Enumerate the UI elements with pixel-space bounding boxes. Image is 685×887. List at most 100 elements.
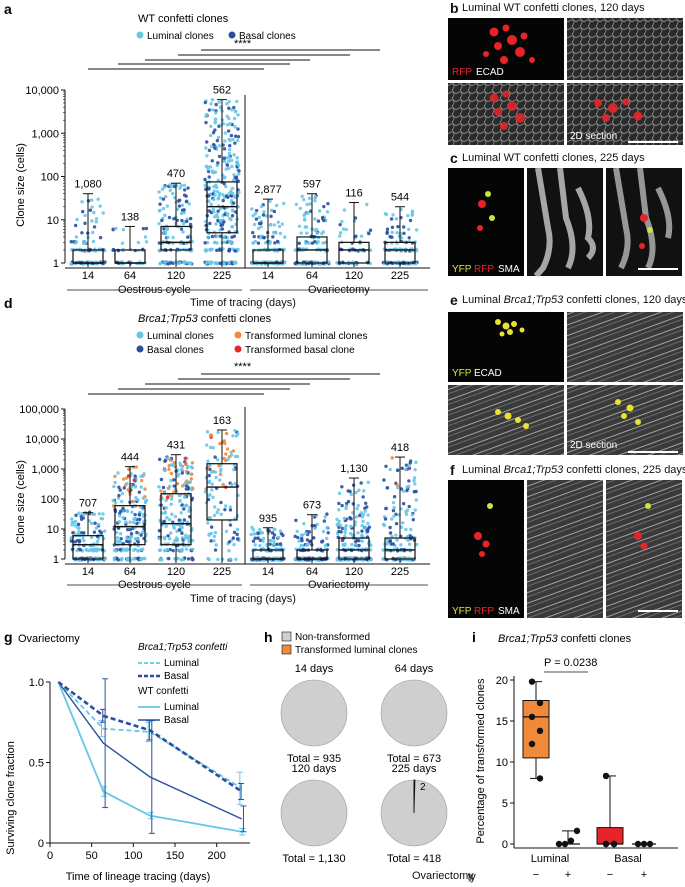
clone-point <box>227 540 232 544</box>
clone-point <box>273 241 277 245</box>
clone-point <box>168 547 172 552</box>
clone-point <box>251 214 255 218</box>
y-tick-label-g: 0.5 <box>29 758 44 770</box>
significance-stars: **** <box>234 38 252 50</box>
clone-point <box>70 517 74 521</box>
clone-point <box>212 240 217 245</box>
clone-group-3: 163 <box>203 415 241 562</box>
clone-point <box>177 493 181 498</box>
box <box>114 505 146 546</box>
clone-point <box>77 540 82 544</box>
y-tick-label: 1 <box>53 554 59 566</box>
count-label: 673 <box>303 500 321 512</box>
clone-point <box>254 217 259 221</box>
legend-d-basal: Basal clones <box>147 345 204 356</box>
pie-label: 225 days <box>392 763 437 775</box>
clone-point <box>126 488 130 492</box>
clone-point <box>102 529 107 533</box>
clone-point <box>208 133 213 138</box>
x-tick-label-g: 100 <box>124 850 142 862</box>
clone-point <box>132 478 136 482</box>
clone-point <box>132 548 136 552</box>
clone-point <box>83 221 87 226</box>
clone-point <box>366 521 370 526</box>
clone-point <box>262 235 266 240</box>
clone-point <box>259 204 264 209</box>
clone-point <box>225 447 230 451</box>
clone-point <box>204 443 209 447</box>
clone-point <box>82 531 86 535</box>
clone-point <box>227 155 231 160</box>
clone-point <box>118 488 122 492</box>
clone-point <box>179 183 183 188</box>
clone-point <box>137 512 142 517</box>
x-tick-label: 64 <box>306 566 318 578</box>
clone-point <box>233 175 237 180</box>
clone-point <box>136 240 141 245</box>
ovariectomy-label: Ovariectomy <box>468 871 476 883</box>
clone-point <box>171 191 175 196</box>
clone-point <box>406 538 410 543</box>
clone-point <box>236 163 241 167</box>
clone-point <box>360 515 365 519</box>
clone-point <box>172 478 176 482</box>
clone-point <box>259 221 263 226</box>
clone-point <box>234 557 238 562</box>
box <box>206 463 238 521</box>
y-tick-label-i: 15 <box>496 716 508 728</box>
ovx-sign: + <box>565 869 571 881</box>
clone-point <box>183 495 187 499</box>
legend-h-non-transformed-label: Non-transformed <box>295 632 370 643</box>
clone-point <box>411 517 415 522</box>
clone-point <box>305 538 310 542</box>
clone-point <box>222 456 226 461</box>
clone-point <box>179 549 183 553</box>
clone-point <box>205 140 209 144</box>
clone-point <box>368 228 373 232</box>
clone-point <box>299 533 304 537</box>
clone-point <box>169 463 174 467</box>
clone-point <box>313 199 317 203</box>
clone-point <box>119 509 123 513</box>
legend-h-transformed-label: Transformed luminal clones <box>295 645 417 656</box>
clone-point <box>365 202 369 207</box>
clone-point <box>77 511 81 515</box>
clone-point <box>237 190 241 195</box>
image-sma-f <box>527 480 603 618</box>
clone-point <box>212 534 217 539</box>
clone-point <box>395 538 399 542</box>
clone-point <box>216 178 220 182</box>
clone-point <box>221 482 225 487</box>
clone-point <box>253 543 257 547</box>
count-label: 707 <box>79 498 97 510</box>
section-label: 2D section <box>570 131 617 142</box>
pie-label: 14 days <box>295 663 334 675</box>
clone-point <box>213 548 218 552</box>
clone-point <box>203 183 207 188</box>
count-label: 597 <box>303 179 321 191</box>
clone-point <box>414 228 419 232</box>
clone-point <box>342 208 347 212</box>
clone-point <box>227 106 231 110</box>
clone-point <box>220 223 225 227</box>
pie-slice-label: 2 <box>420 782 426 793</box>
clone-point <box>361 519 365 524</box>
clone-point <box>165 456 169 460</box>
clone-point <box>409 527 413 532</box>
clone-point <box>216 215 220 219</box>
clone-point <box>230 225 234 229</box>
clone-point <box>390 235 394 239</box>
clone-point <box>367 525 372 529</box>
panel-letter-d: d <box>4 295 13 311</box>
panel-a: a WT confetti clones Luminal clones Basa… <box>4 1 430 291</box>
clone-point <box>233 125 237 129</box>
clone-point <box>217 124 221 128</box>
y-tick-label-i: 20 <box>496 675 508 687</box>
clone-point <box>218 248 222 252</box>
clone-point <box>180 218 184 223</box>
clone-point <box>297 539 301 543</box>
clone-point <box>275 239 280 244</box>
image-2d-section-e <box>567 385 683 455</box>
panel-b-title: Luminal WT confetti clones, 120 days <box>462 2 645 14</box>
clone-point <box>229 133 234 138</box>
